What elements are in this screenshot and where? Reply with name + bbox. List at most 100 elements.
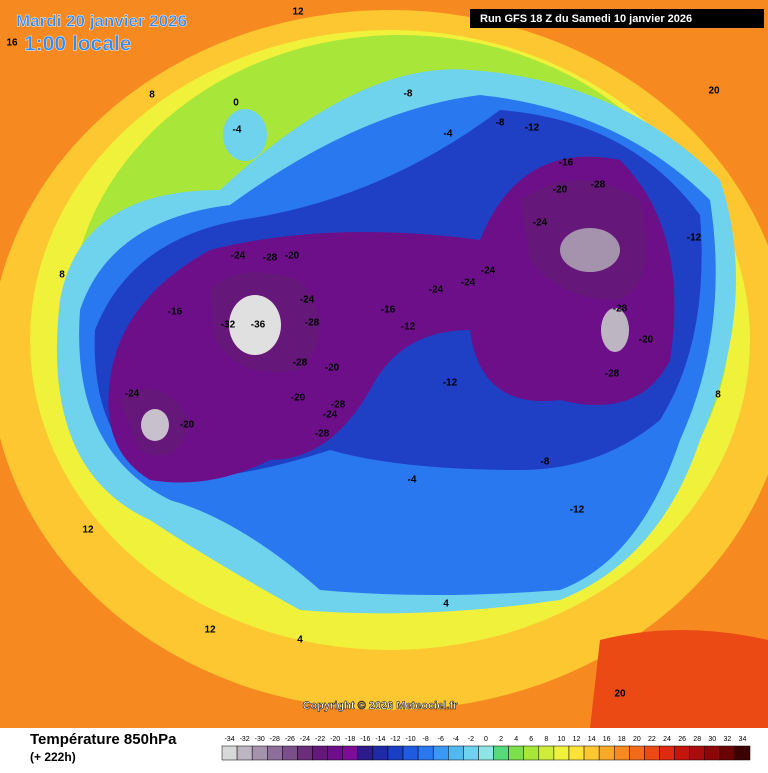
contour-label: -24 xyxy=(533,218,548,229)
colorbar-label: -32 xyxy=(240,736,250,743)
contour-label: -8 xyxy=(496,118,505,129)
colorbar-label: 14 xyxy=(588,736,596,743)
contour-label: 4 xyxy=(443,599,449,610)
colorbar-label: 10 xyxy=(558,736,566,743)
contour-label: 8 xyxy=(149,90,155,101)
contour-label: -24 xyxy=(323,410,338,421)
colorbar-label: 4 xyxy=(514,736,518,743)
colorbar-swatch xyxy=(613,745,630,761)
colorbar-label: 18 xyxy=(618,736,626,743)
contour-label: -24 xyxy=(231,251,246,262)
contour-label: 8 xyxy=(59,270,65,281)
contour-label: 20 xyxy=(614,689,626,700)
colorbar-label: 28 xyxy=(693,736,701,743)
colorbar-swatch xyxy=(448,745,464,761)
colorbar-label: -6 xyxy=(438,736,444,743)
colorbar-swatch xyxy=(417,745,434,761)
contour-label: -20 xyxy=(553,185,568,196)
colorbar-swatch xyxy=(327,745,343,761)
colorbar-swatch xyxy=(689,745,705,761)
colorbar-swatch xyxy=(659,745,675,761)
contour-label: 12 xyxy=(204,625,216,636)
colorbar-label: 0 xyxy=(484,736,488,743)
colorbar-swatch xyxy=(568,745,585,761)
colorbar-label: 22 xyxy=(648,736,656,743)
temperature-field xyxy=(0,0,768,728)
contour-label: 16 xyxy=(6,38,18,49)
colorbar-label: -4 xyxy=(453,736,459,743)
contour-label: -28 xyxy=(293,358,308,369)
footer-lead: (+ 222h) xyxy=(30,750,76,764)
colorbar-swatch xyxy=(432,745,449,761)
colorbar-swatch xyxy=(583,745,600,761)
contour-label: -8 xyxy=(404,89,413,100)
contour-label: -24 xyxy=(481,266,496,277)
contour-label: -4 xyxy=(233,125,242,136)
colorbar-swatch xyxy=(598,745,615,761)
contour-label: -8 xyxy=(541,457,550,468)
contour-label: -28 xyxy=(613,304,628,315)
contour-label: -16 xyxy=(559,158,574,169)
colorbar-label: -14 xyxy=(375,736,385,743)
contour-label: -36 xyxy=(251,320,266,331)
colorbar-swatch xyxy=(674,745,690,761)
colorbar-label: 12 xyxy=(573,736,581,743)
forecast-date: Mardi 20 janvier 2026 xyxy=(16,11,187,30)
contour-label: -20 xyxy=(180,420,195,431)
colorbar-label: 6 xyxy=(529,736,533,743)
colorbar-label: -16 xyxy=(360,736,370,743)
colorbar-label: -2 xyxy=(468,736,474,743)
colorbar-label: 32 xyxy=(723,736,731,743)
colorbar-swatch xyxy=(523,745,540,761)
colorbar-label: 16 xyxy=(603,736,611,743)
colorbar-swatch xyxy=(719,745,736,761)
colorbar-swatch xyxy=(221,745,238,761)
colorbar-swatch xyxy=(629,745,645,761)
run-info: Run GFS 18 Z du Samedi 10 janvier 2026 xyxy=(480,13,692,25)
colorbar-label: -30 xyxy=(255,736,265,743)
contour-label: -24 xyxy=(125,389,140,400)
colorbar-label: 26 xyxy=(678,736,686,743)
contour-label: 0 xyxy=(233,98,239,109)
colorbar-swatch xyxy=(387,745,404,761)
colorbar-label: 34 xyxy=(739,736,747,743)
contour-label: 4 xyxy=(297,635,303,646)
colorbar-label: 24 xyxy=(663,736,671,743)
contour-label: -12 xyxy=(687,233,702,244)
colorbar-label: 8 xyxy=(544,736,548,743)
colorbar-label: 30 xyxy=(708,736,716,743)
colorbar-swatch xyxy=(508,745,524,761)
contour-label: 12 xyxy=(82,525,94,536)
contour-labels: -36-32-28-24 -20-24-28-28 -20-20-28-24-28-… xyxy=(6,7,721,700)
colorbar-swatch xyxy=(644,745,660,761)
colorbar-label: 2 xyxy=(499,736,503,743)
colorbar-swatch xyxy=(267,745,283,761)
contour-label: -16 xyxy=(168,307,183,318)
colorbar-label: -10 xyxy=(406,736,416,743)
contour-label: -28 xyxy=(305,318,320,329)
colorbar-label: -8 xyxy=(423,736,429,743)
contour-label: -20 xyxy=(285,251,300,262)
run-box xyxy=(470,9,764,28)
contour-label: 8 xyxy=(715,390,721,401)
contour-label: -28 xyxy=(315,429,330,440)
contour-label: -12 xyxy=(570,505,585,516)
contour-label: -28 xyxy=(263,253,278,264)
colorbar-label: -22 xyxy=(315,736,325,743)
colorbar-swatch xyxy=(312,745,328,761)
footer-title: Température 850hPa xyxy=(30,731,177,748)
contour-label: 20 xyxy=(708,86,720,97)
contour-label: -24 xyxy=(300,295,315,306)
contour-label: -4 xyxy=(444,129,453,140)
colorbar-label: -12 xyxy=(390,736,400,743)
colorbar-swatch xyxy=(357,745,374,761)
colorbar-label: -20 xyxy=(330,736,340,743)
contour-label: -12 xyxy=(401,322,416,333)
contour-label: -4 xyxy=(408,475,417,486)
colorbar-swatch xyxy=(493,745,509,761)
colorbar-label: -26 xyxy=(285,736,295,743)
colorbar-swatch xyxy=(553,745,570,761)
colorbar: -34 -32 -30 -28 -26 -24 -22 -20 -18 -16 -14 -12 -10-… xyxy=(221,736,751,761)
